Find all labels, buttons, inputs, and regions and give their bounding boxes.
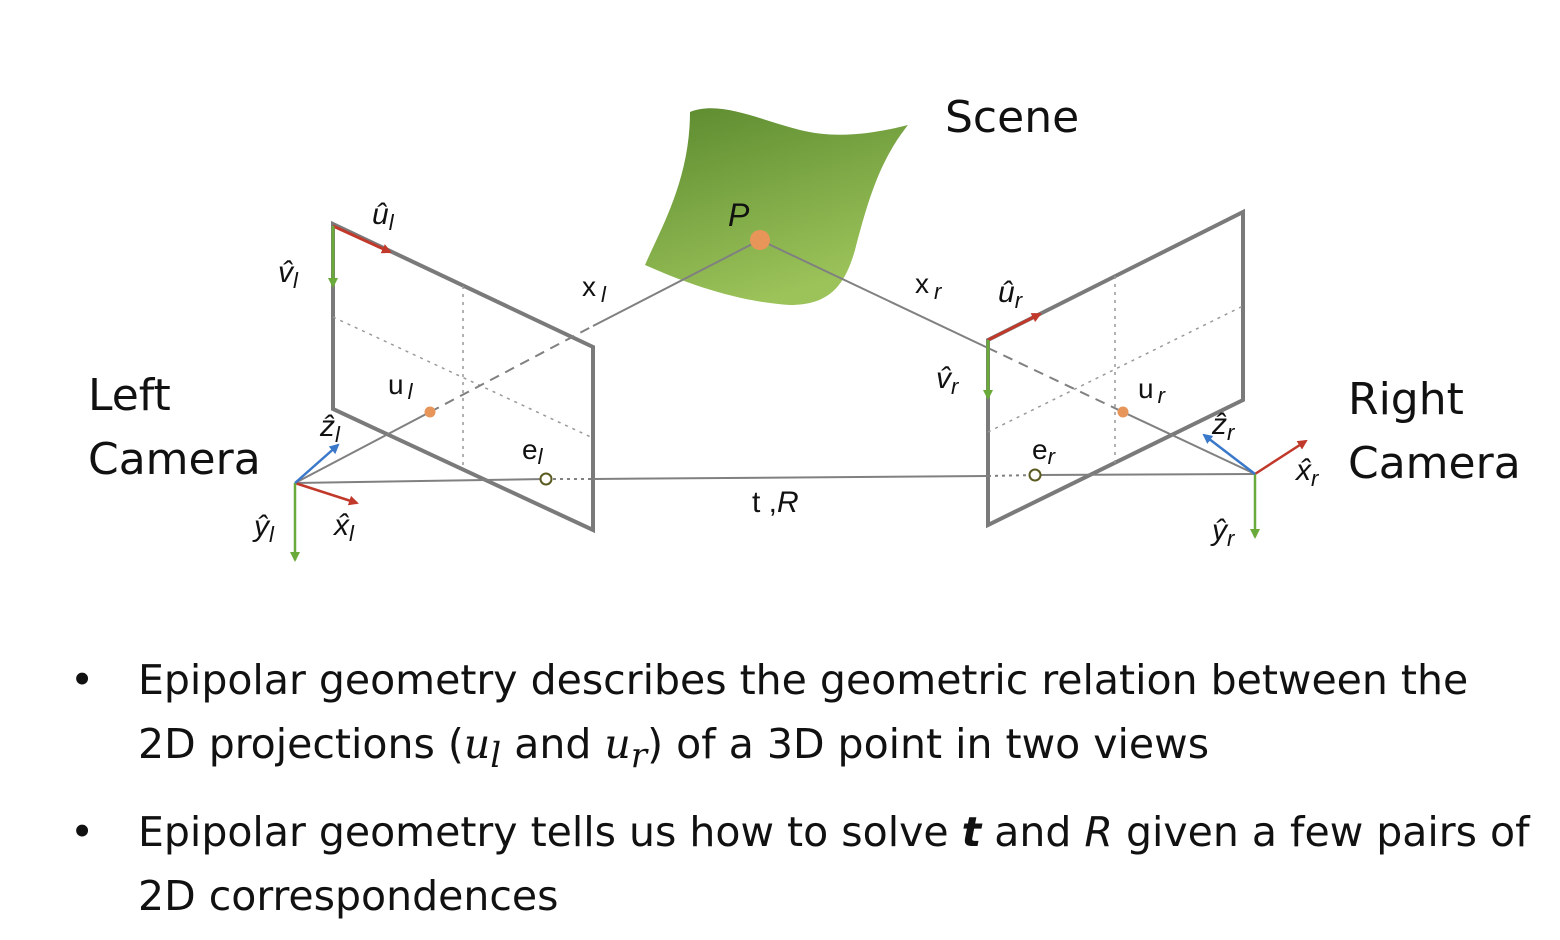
scene-label: Scene [945,92,1079,143]
right-camera-x-label: x̂r [1294,454,1320,491]
left-camera-label-line1: Left [88,370,171,421]
left-camera-y-label: ŷl [252,510,275,547]
left-epipole-label: el [522,434,544,469]
math-u-l: ul [463,720,502,777]
left-v-axis-label: v̂l [278,256,299,293]
right-camera-z-arrow [1202,433,1256,475]
bullet-dot: • [70,808,95,857]
right-camera-z-label: ẑr [1211,408,1236,445]
right-ray-front [759,239,989,349]
left-camera-label-line2: Camera [88,434,261,485]
bullet-dot: • [70,656,95,704]
left-u-axis-label: ûl [372,198,395,235]
italic-r: R [1084,808,1113,857]
right-camera-y-label: ŷr [1210,514,1236,551]
right-camera-x-arrow [1254,439,1308,476]
right-v-axis-label: v̂r [936,362,960,399]
baseline-middle [592,475,989,480]
point-p-label: P [728,197,750,233]
left-camera-x-label: x̂l [332,509,355,546]
right-camera-label-line2: Camera [1348,438,1521,489]
baseline-right-dotted [987,474,1036,477]
right-u-axis-arrow [987,312,1042,342]
right-ray-behind [1122,411,1256,475]
bullet-item: • Epipolar geometry tells us how to solv… [70,800,1530,928]
point-p [750,230,770,250]
baseline-left [294,478,547,484]
left-epipole [539,472,553,486]
right-ray-through-plane [987,347,1124,413]
right-image-plane [986,208,1245,529]
right-u-axis-label: ûr [998,276,1024,313]
baseline-label: t ,R [752,486,799,519]
left-ray-through-plane [429,325,594,413]
bullet-item: • Epipolar geometry describes the geomet… [70,648,1530,788]
right-epipole-label: er [1032,434,1057,469]
left-ray-behind [294,411,431,484]
left-ray-front [592,239,761,327]
right-projection-dot [1117,406,1129,418]
right-camera-label-line1: Right [1348,374,1464,425]
math-u-r: ur [604,720,648,777]
left-camera-z-arrow [294,443,340,484]
left-projection-dot [424,406,436,418]
baseline-right [1034,473,1256,476]
bullet-1-text: Epipolar geometry describes the geometri… [138,656,1469,777]
left-camera-z-label: ẑl [319,410,341,447]
scene-surface [645,108,908,305]
left-u-axis-arrow [332,224,392,254]
bullet-2-text: Epipolar geometry tells us how to solve … [138,808,1530,921]
left-image-plane [331,220,595,534]
bold-t: t [961,808,982,857]
bullet-list: • Epipolar geometry describes the geomet… [70,648,1530,940]
right-epipole [1028,468,1042,482]
left-camera-x-arrow [294,481,359,506]
